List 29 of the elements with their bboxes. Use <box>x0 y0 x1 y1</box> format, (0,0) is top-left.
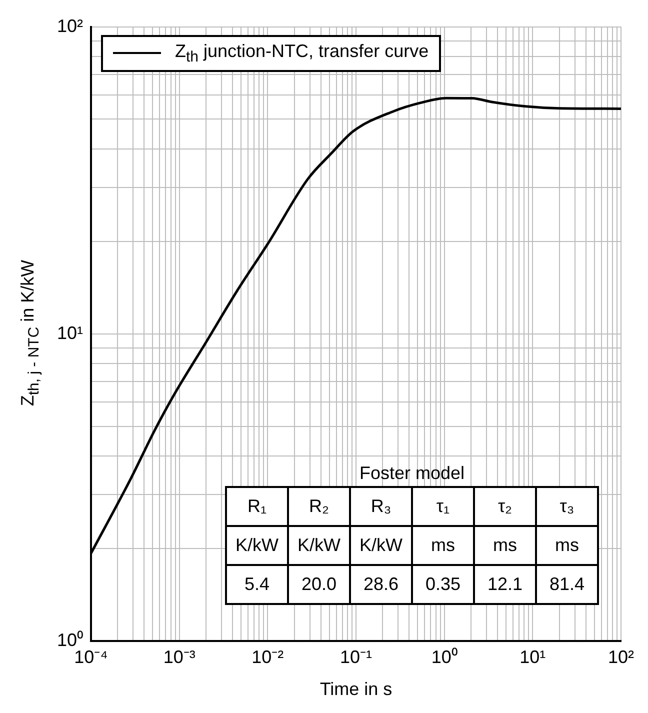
x-axis-title: Time in s <box>320 679 392 700</box>
annotation: K/kW <box>226 526 288 565</box>
x-tick-label: 10¹ <box>520 646 546 667</box>
annotation: R₁ <box>226 487 288 526</box>
x-tick-label: 10⁻³ <box>163 646 196 667</box>
annotation: K/kW <box>288 526 350 565</box>
annotation: 5.4 <box>226 565 288 604</box>
y-tick-label: 10² <box>56 16 84 36</box>
annotation: ms <box>474 526 536 565</box>
y-tick-label: 10¹ <box>56 322 84 343</box>
annotation: τ₁ <box>412 487 474 526</box>
annotation: ms <box>536 526 598 565</box>
x-tick-label: 10⁰ <box>431 646 458 667</box>
annotation: 81.4 <box>536 565 598 604</box>
annotation: 12.1 <box>474 565 536 604</box>
x-tick-label: 10² <box>608 646 634 667</box>
annotation: 20.0 <box>288 565 350 604</box>
annotation: ms <box>412 526 474 565</box>
annotation: 0.35 <box>412 565 474 604</box>
x-tick-label: 10⁻¹ <box>340 646 372 667</box>
legend-label: Z$_{th}$ junction-NTC, transfer curve <box>175 41 429 66</box>
annotation: K/kW <box>350 526 412 565</box>
annotation: R₂ <box>288 487 350 526</box>
annotation: τ₂ <box>474 487 536 526</box>
annotation: Foster model <box>358 463 466 484</box>
x-tick-label: 10⁻² <box>252 646 284 667</box>
annotation: R₃ <box>350 487 412 526</box>
annotation: 28.6 <box>350 565 412 604</box>
annotation: τ₃ <box>536 487 598 526</box>
